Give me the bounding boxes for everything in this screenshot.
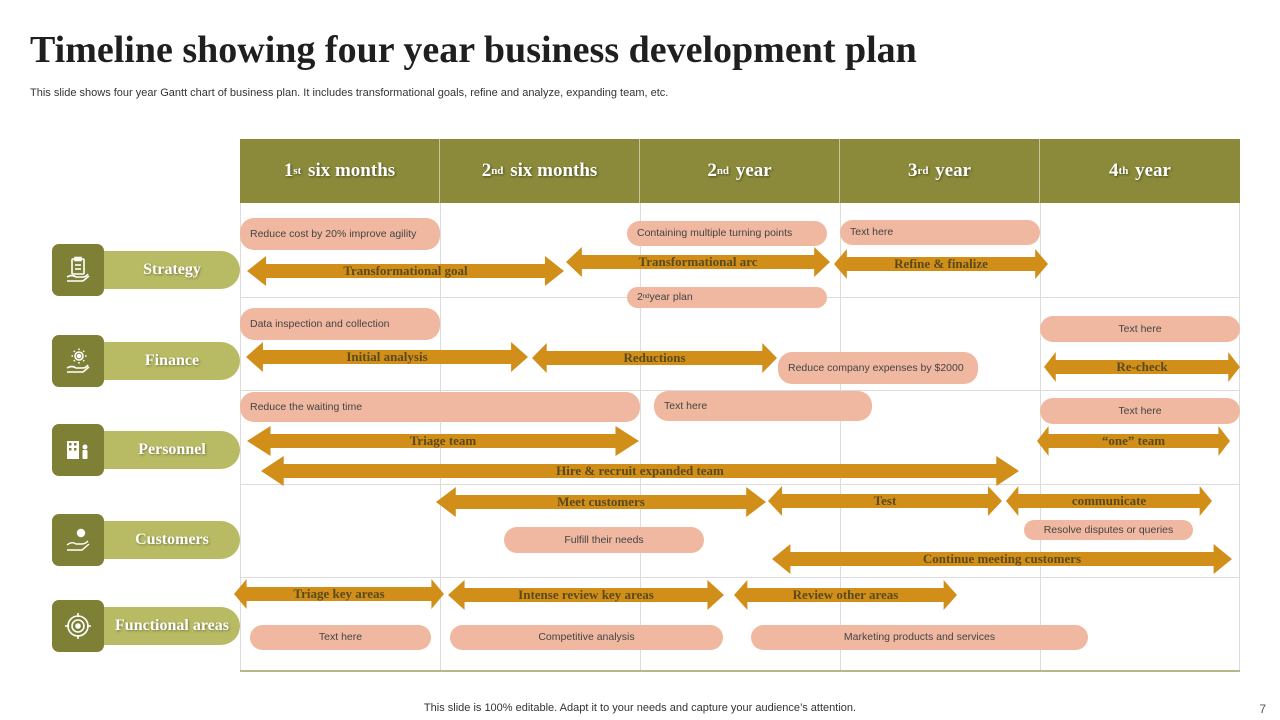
row-label-customers: Customers (52, 514, 240, 566)
row-label-text: Customers (135, 531, 209, 548)
grid-line (240, 203, 241, 672)
note-functional-text-here: Text here (250, 625, 431, 650)
arrow-review-other: Review other areas (734, 580, 957, 610)
row-label-text: Functional areas (115, 617, 229, 634)
arrow-continue-meeting: Continue meeting customers (772, 544, 1232, 574)
hand-coin-icon (52, 514, 104, 566)
clipboard-hand-icon (52, 244, 104, 296)
row-label-text: Strategy (143, 261, 201, 278)
note-data-inspection: Data inspection and collection (240, 308, 440, 340)
arrow-test: Test (768, 486, 1002, 516)
arrow-reductions: Reductions (532, 343, 777, 373)
row-label-text: Finance (144, 352, 200, 369)
note-reduce-expenses: Reduce company expenses by $2000 (778, 352, 978, 384)
gear-hand-icon (52, 335, 104, 387)
people-building-icon (52, 424, 104, 476)
note-resolve-disputes: Resolve disputes or queries (1024, 520, 1193, 540)
arrow-triage-team: Triage team (247, 426, 639, 456)
grid-bottom-line (240, 670, 1240, 672)
note-reduce-cost: Reduce cost by 20% improve agility (240, 218, 440, 250)
grid-line (240, 390, 1240, 391)
arrow-triage-key-areas: Triage key areas (234, 579, 444, 609)
arrow-initial-analysis: Initial analysis (246, 342, 528, 372)
page-number: 7 (1259, 702, 1266, 716)
arrow-hire-recruit: Hire & recruit expanded team (261, 456, 1019, 486)
note-fulfill-needs: Fulfill their needs (504, 527, 704, 553)
arrow-re-check: Re-check (1044, 352, 1240, 382)
note-competitive-analysis: Competitive analysis (450, 625, 723, 650)
grid-line (840, 203, 841, 672)
note-marketing: Marketing products and services (751, 625, 1088, 650)
arrow-transformational-arc: Transformational arc (566, 247, 830, 277)
note-personnel-text-here-2: Text here (1040, 398, 1240, 424)
row-label-personnel: Personnel (52, 424, 240, 476)
arrow-transformational-goal: Transformational goal (247, 256, 564, 286)
row-label-functional-areas: Functional areas (52, 600, 240, 652)
page-title: Timeline showing four year business deve… (30, 29, 917, 71)
arrow-intense-review: Intense review key areas (448, 580, 724, 610)
arrow-communicate: communicate (1006, 486, 1212, 516)
arrow-one-team: “one” team (1037, 426, 1230, 456)
page-subtitle: This slide shows four year Gantt chart o… (30, 87, 669, 99)
row-label-finance: Finance (52, 335, 240, 387)
footer-note: This slide is 100% editable. Adapt it to… (423, 702, 857, 714)
note-personnel-text-here-1: Text here (654, 391, 872, 421)
row-label-strategy: Strategy (52, 244, 240, 296)
row-label-text: Personnel (138, 441, 206, 458)
note-strategy-text-here: Text here (840, 220, 1040, 245)
grid-line (640, 203, 641, 672)
grid-line (1239, 203, 1240, 672)
grid-line (240, 577, 1240, 578)
arrow-refine-finalize: Refine & finalize (834, 249, 1048, 279)
arrow-meet-customers: Meet customers (436, 487, 766, 517)
grid-line (240, 484, 1240, 485)
note-turning-points: Containing multiple turning points (627, 221, 827, 246)
target-icon (52, 600, 104, 652)
note-reduce-waiting: Reduce the waiting time (240, 392, 640, 422)
note-finance-text-here: Text here (1040, 316, 1240, 342)
